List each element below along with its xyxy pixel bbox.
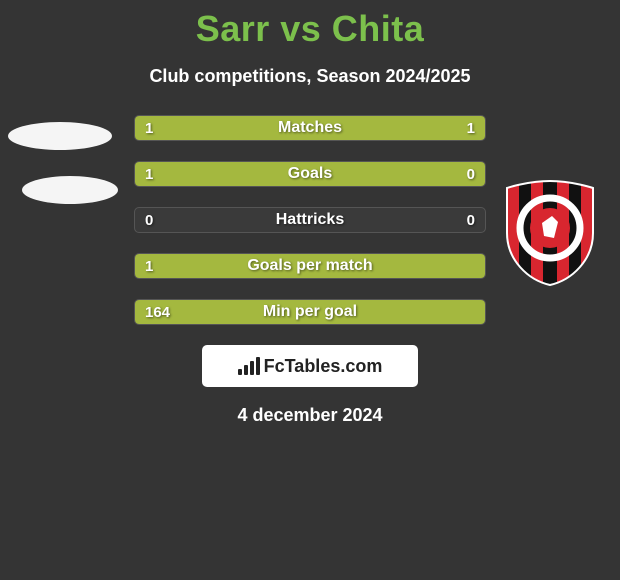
bar-right [310, 116, 485, 140]
stat-row: 164Min per goal [134, 299, 486, 325]
stat-row: 10Goals [134, 161, 486, 187]
placeholder-oval [22, 176, 118, 204]
bar-left [135, 116, 310, 140]
stat-row: 11Matches [134, 115, 486, 141]
stat-row: 1Goals per match [134, 253, 486, 279]
club-crest [500, 178, 600, 288]
stat-value-left: 0 [145, 208, 153, 232]
bar-left [135, 254, 485, 278]
placeholder-oval [8, 122, 112, 150]
subtitle: Club competitions, Season 2024/2025 [0, 66, 620, 87]
brand-label: FcTables.com [264, 356, 383, 377]
bar-left [135, 300, 485, 324]
date-label: 4 december 2024 [0, 405, 620, 426]
bar-right [398, 162, 486, 186]
bar-left [135, 162, 398, 186]
stat-row: 0 0Hattricks [134, 207, 486, 233]
stat-label: Hattricks [135, 208, 485, 232]
page-title: Sarr vs Chita [0, 0, 620, 50]
brand-badge[interactable]: FcTables.com [202, 345, 418, 387]
chart-icon [238, 357, 260, 375]
stat-value-right: 0 [467, 208, 475, 232]
